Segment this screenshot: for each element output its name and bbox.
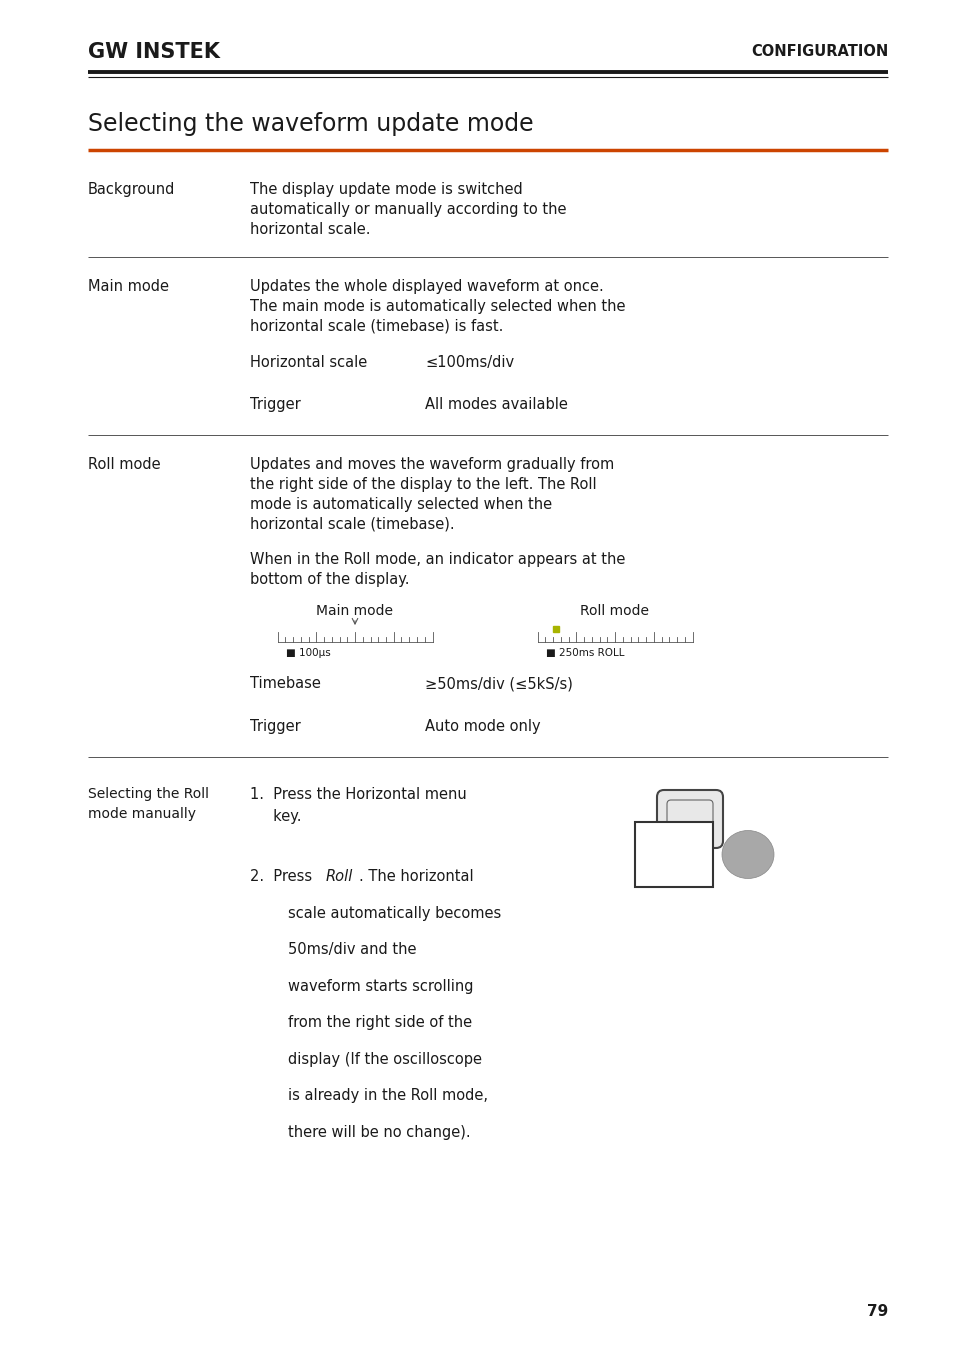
Text: CONFIGURATION: CONFIGURATION	[750, 45, 887, 59]
Text: Selecting the waveform update mode: Selecting the waveform update mode	[88, 112, 533, 136]
Text: Updates the whole displayed waveform at once.
The main mode is automatically sel: Updates the whole displayed waveform at …	[250, 279, 625, 333]
Text: 50ms/div and the: 50ms/div and the	[288, 942, 416, 956]
Text: there will be no change).: there will be no change).	[288, 1125, 470, 1140]
Text: Roll: Roll	[325, 869, 353, 884]
Text: is already in the Roll mode,: is already in the Roll mode,	[288, 1089, 488, 1103]
Text: Trigger: Trigger	[250, 719, 300, 734]
Text: GW INSTEK: GW INSTEK	[88, 42, 220, 62]
Text: Main mode: Main mode	[316, 604, 393, 618]
Text: 2.  Press: 2. Press	[250, 869, 316, 884]
Text: Background: Background	[88, 182, 175, 197]
FancyBboxPatch shape	[657, 791, 722, 849]
Text: ≥50ms/div (≤5kS/s): ≥50ms/div (≤5kS/s)	[424, 676, 572, 691]
Bar	[635, 822, 712, 888]
Text: Timebase: Timebase	[250, 676, 320, 691]
Ellipse shape	[721, 831, 773, 878]
Text: ■ 100μs: ■ 100μs	[285, 648, 330, 658]
Text: All modes available: All modes available	[424, 397, 567, 411]
Text: 79: 79	[866, 1303, 887, 1318]
Text: Auto mode only: Auto mode only	[424, 719, 540, 734]
Text: The display update mode is switched
automatically or manually according to the
h: The display update mode is switched auto…	[250, 182, 566, 236]
Text: Main mode: Main mode	[88, 279, 169, 294]
Text: scale automatically becomes: scale automatically becomes	[288, 905, 500, 920]
Text: from the right side of the: from the right side of the	[288, 1014, 472, 1031]
Text: Updates and moves the waveform gradually from
the right side of the display to t: Updates and moves the waveform gradually…	[250, 457, 614, 532]
Text: display (If the oscilloscope: display (If the oscilloscope	[288, 1051, 481, 1067]
Text: ≤100ms/div: ≤100ms/div	[424, 355, 514, 370]
Text: Selecting the Roll
mode manually: Selecting the Roll mode manually	[88, 786, 209, 822]
Text: waveform starts scrolling: waveform starts scrolling	[288, 978, 473, 993]
Text: When in the Roll mode, an indicator appears at the
bottom of the display.: When in the Roll mode, an indicator appe…	[250, 552, 625, 587]
Text: Roll mode: Roll mode	[579, 604, 649, 618]
Text: . The horizontal: . The horizontal	[358, 869, 473, 884]
Text: Trigger: Trigger	[250, 397, 300, 411]
Text: 1.  Press the Horizontal menu
     key.: 1. Press the Horizontal menu key.	[250, 786, 466, 824]
Text: ■ 250ms ROLL: ■ 250ms ROLL	[545, 648, 623, 658]
Text: Roll mode: Roll mode	[88, 457, 160, 472]
Text: Horizontal scale: Horizontal scale	[250, 355, 367, 370]
FancyBboxPatch shape	[666, 800, 712, 838]
